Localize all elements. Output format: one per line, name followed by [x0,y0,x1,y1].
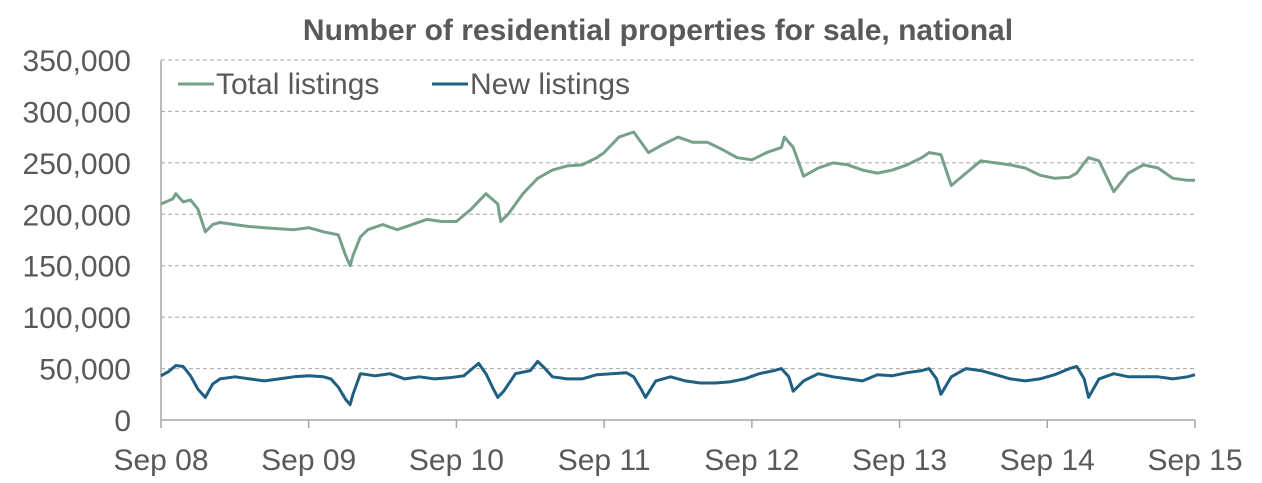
series-line-new-listings [160,359,1196,407]
legend-label: Total listings [216,68,379,101]
y-tick-label: 150,000 [23,251,131,284]
y-tick-label: 300,000 [23,96,131,129]
gridlines [160,59,1195,421]
series-lines [160,130,1196,407]
x-tick-label: Sep 11 [558,444,651,477]
legend-label: New listings [470,68,630,101]
x-tick-label: Sep 10 [409,444,504,477]
series-line-total-listings [160,130,1195,268]
x-tick-label: Sep 08 [113,444,208,477]
y-tick-label: 250,000 [23,148,131,181]
x-tick-label: Sep 12 [704,444,799,477]
chart-title: Number of residential properties for sal… [303,14,1013,47]
x-tick-label: Sep 09 [261,444,356,477]
x-tick-label: Sep 15 [1147,444,1242,477]
x-tick-label: Sep 13 [852,444,947,477]
y-tick-label: 350,000 [23,45,131,78]
y-tick-label: 100,000 [23,302,131,335]
y-tick-label: 50,000 [39,354,131,387]
x-tick-label: Sep 14 [1000,444,1095,477]
legend: Total listings New listings [178,68,630,101]
y-tick-label: 0 [114,405,131,438]
y-tick-label: 200,000 [23,199,131,232]
x-axis-ticks: Sep 08 Sep 09 Sep 10 Sep 11 Sep 12 Sep 13 Sep … [113,420,1243,477]
y-axis-ticks: 0 50,000 100,000 150,000 200,000 250,000 300,0… [23,45,131,438]
